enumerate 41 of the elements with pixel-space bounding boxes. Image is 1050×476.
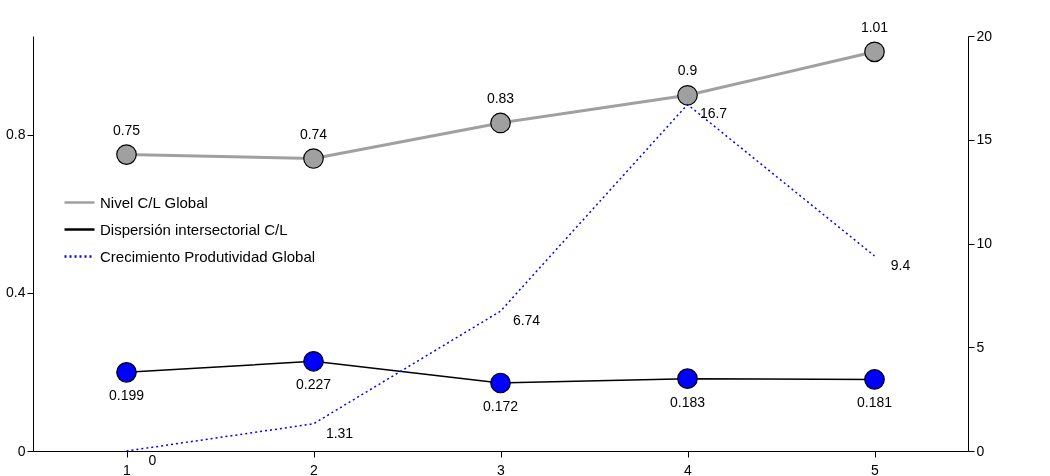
data-label: 0.183 (669, 393, 706, 410)
point (116, 362, 137, 383)
point (864, 41, 885, 63)
point (490, 112, 511, 134)
data-label: 1.01 (860, 18, 889, 35)
data-label: 0.75 (112, 121, 141, 138)
data-label: 6.74 (512, 312, 541, 329)
point (864, 369, 885, 390)
point (303, 350, 324, 372)
y2-tick-label: 5 (976, 338, 985, 355)
y2-tick-label: 15 (976, 131, 993, 148)
point (116, 144, 137, 165)
data-label: 0.83 (486, 89, 515, 106)
data-label: 0.9 (677, 62, 698, 79)
point (303, 148, 324, 169)
point (677, 368, 698, 389)
data-label: 0.199 (108, 387, 145, 404)
point (490, 372, 511, 394)
data-label: 16.7 (699, 105, 728, 122)
x-tick-label: 1 (123, 461, 132, 476)
data-label: 0.181 (856, 394, 893, 411)
y2-tick-label: 10 (976, 235, 993, 251)
y-tick-label: 0 (17, 442, 26, 459)
y-tick-label: 0.8 (6, 126, 26, 143)
x-tick-label: 4 (684, 461, 693, 476)
y-tick-label: 0.4 (6, 284, 26, 301)
legend-label: Crecimiento Produtividad Global (100, 247, 316, 265)
x-tick-label: 2 (310, 461, 319, 476)
data-label: 0.74 (299, 125, 328, 142)
point (677, 84, 698, 106)
x-tick-label: 3 (497, 461, 506, 476)
data-label: 1.31 (325, 424, 354, 441)
data-label: 9.4 (890, 256, 911, 273)
data-label: 0.227 (295, 376, 332, 393)
data-label: 0.172 (482, 398, 519, 415)
legend-label: Nivel C/L Global (100, 193, 208, 211)
data-label: 0 (148, 452, 157, 468)
x-tick-label: 5 (871, 461, 880, 476)
y2-tick-label: 20 (976, 27, 993, 44)
legend-label: Dispersión intersectorial C/L (100, 220, 288, 238)
y2-tick-label: 0 (976, 442, 985, 459)
